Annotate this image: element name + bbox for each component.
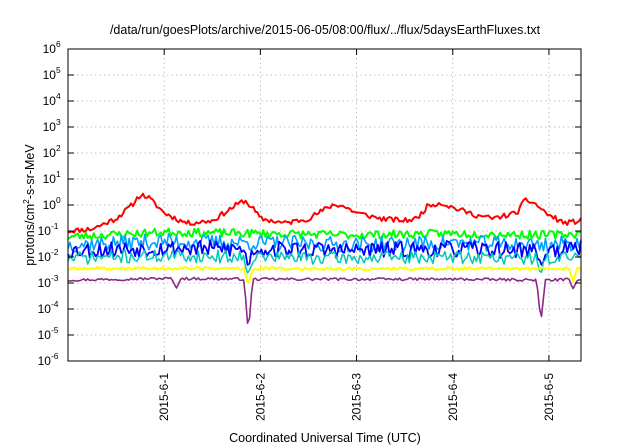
series-line-5 [67, 249, 582, 274]
x-tick-label: 2015-6-5 [542, 373, 556, 421]
y-tick-label-base: 10 [43, 68, 57, 82]
y-tick-label-base: 10 [43, 198, 57, 212]
x-tick-label: 2015-6-1 [157, 373, 171, 421]
x-tick-label: 2015-6-4 [446, 373, 460, 421]
y-tick-label-base: 10 [38, 328, 52, 342]
y-tick-label-exp: 5 [56, 65, 61, 75]
y-tick-label-base: 10 [38, 302, 52, 316]
y-tick-label-exp: 4 [56, 91, 61, 101]
y-tick-label: 10-6 [38, 351, 59, 368]
series-line-3 [67, 233, 582, 253]
series-line-2 [67, 227, 582, 241]
series-line-6 [67, 265, 582, 284]
y-axis-label-base: protons/cm [23, 204, 37, 266]
chart-title: /data/run/goesPlots/archive/2015-06-05/0… [110, 23, 541, 37]
x-tick-label: 2015-6-2 [253, 373, 267, 421]
y-tick-label: 10-4 [38, 299, 59, 316]
y-tick-label-exp: -4 [51, 299, 59, 309]
y-tick-label-base: 10 [43, 146, 57, 160]
y-tick-label-base: 10 [38, 250, 52, 264]
y-axis-label: protons/cm2-s-sr-MeV [21, 144, 37, 266]
y-tick-label-exp: -3 [51, 273, 59, 283]
y-axis-label-exp: 2 [21, 199, 31, 204]
y-tick-label-base: 10 [38, 354, 52, 368]
y-tick-label-base: 10 [43, 120, 57, 134]
y-tick-label-exp: -5 [51, 325, 59, 335]
y-ticks: 10610510410310210110010-110-210-310-410-… [38, 39, 581, 368]
y-tick-label: 104 [43, 91, 61, 108]
y-tick-label: 10-1 [38, 221, 59, 238]
y-tick-label-exp: -1 [51, 221, 59, 231]
y-tick-label: 10-3 [38, 273, 59, 290]
x-axis-label: Coordinated Universal Time (UTC) [229, 431, 421, 445]
y-tick-label: 106 [43, 39, 61, 56]
y-tick-label-exp: 3 [56, 117, 61, 127]
y-tick-label-exp: 2 [56, 143, 61, 153]
y-tick-label-base: 10 [38, 276, 52, 290]
y-tick-label-base: 10 [43, 172, 57, 186]
plot-series [67, 192, 582, 324]
y-axis-label-rest: -s-sr-MeV [23, 144, 37, 200]
y-tick-label: 102 [43, 143, 61, 160]
y-tick-label-base: 10 [43, 94, 57, 108]
y-tick-label: 10-5 [38, 325, 59, 342]
y-tick-label: 100 [43, 195, 61, 212]
y-tick-label-exp: 6 [56, 39, 61, 49]
y-tick-label-exp: -2 [51, 247, 59, 257]
x-ticks: 2015-6-1 2015-6-2 2015-6-3 2015-6-4 2015-6-5 [157, 49, 556, 421]
y-tick-label-exp: -6 [51, 351, 59, 361]
y-tick-label: 105 [43, 65, 61, 82]
series-line-1 [67, 192, 582, 234]
y-tick-label: 103 [43, 117, 61, 134]
series-line-7 [67, 276, 582, 324]
y-tick-label-base: 10 [38, 224, 52, 238]
y-tick-label-base: 10 [43, 42, 57, 56]
y-tick-label-exp: 0 [56, 195, 61, 205]
y-tick-label: 10-2 [38, 247, 59, 264]
y-tick-label-exp: 1 [56, 169, 61, 179]
y-grid-lines [68, 74, 581, 336]
x-tick-label: 2015-6-3 [350, 373, 364, 421]
y-tick-label: 101 [43, 169, 61, 186]
